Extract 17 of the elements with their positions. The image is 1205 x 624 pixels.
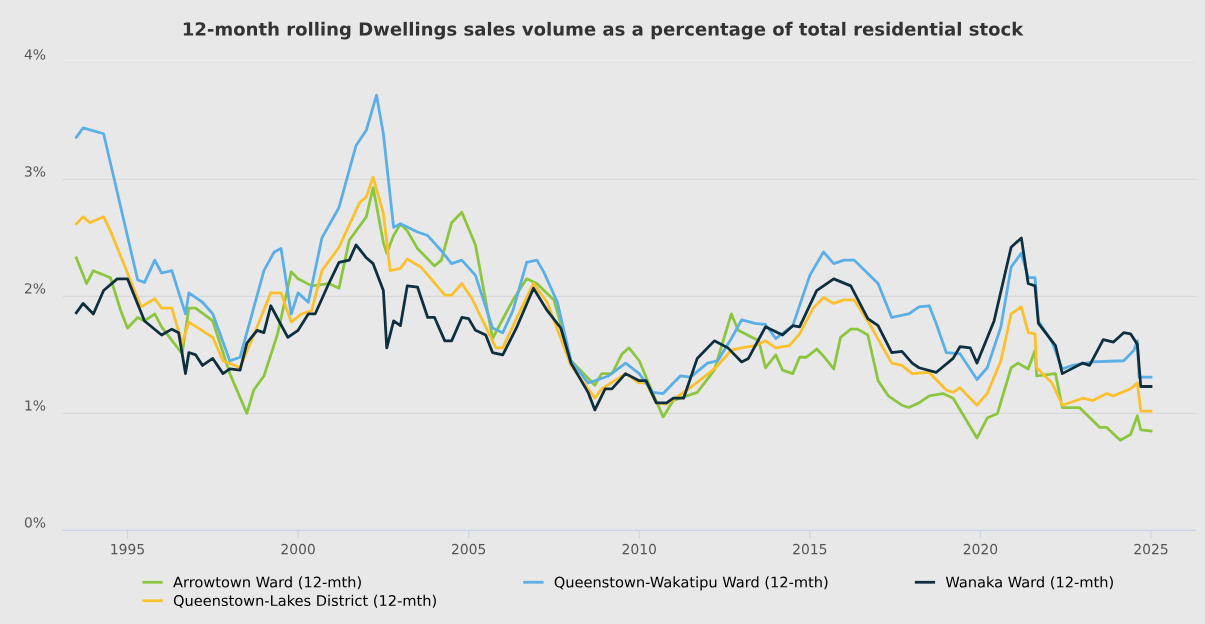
x-tick-label: 2020 (963, 543, 998, 555)
y-tick-label: 1% (25, 400, 46, 411)
x-tick-label: 2015 (793, 543, 827, 555)
legend-label: Wanaka Ward (12-mth) (945, 576, 1113, 590)
x-tick-label: 2000 (281, 543, 315, 555)
y-tick-label: 3% (25, 166, 46, 177)
legend-label: Arrowtown Ward (12-mth) (173, 576, 361, 590)
y-tick-label: 4% (24, 49, 46, 60)
chart-title: 12-month rolling Dwellings sales volume as a percentage of total residential stock (183, 21, 1024, 40)
x-tick-label: 2005 (452, 543, 486, 555)
x-tick-label: 1995 (111, 543, 144, 555)
x-tick-label: 2025 (1134, 543, 1168, 555)
y-tick-label: 2% (24, 283, 46, 294)
legend-label: Queenstown-Lakes District (12-mth) (173, 594, 436, 608)
x-tick-label: 2010 (622, 543, 656, 555)
legend-label: Queenstown-Wakatipu Ward (12-mth) (554, 576, 828, 591)
y-tick-label: 0% (24, 517, 46, 528)
